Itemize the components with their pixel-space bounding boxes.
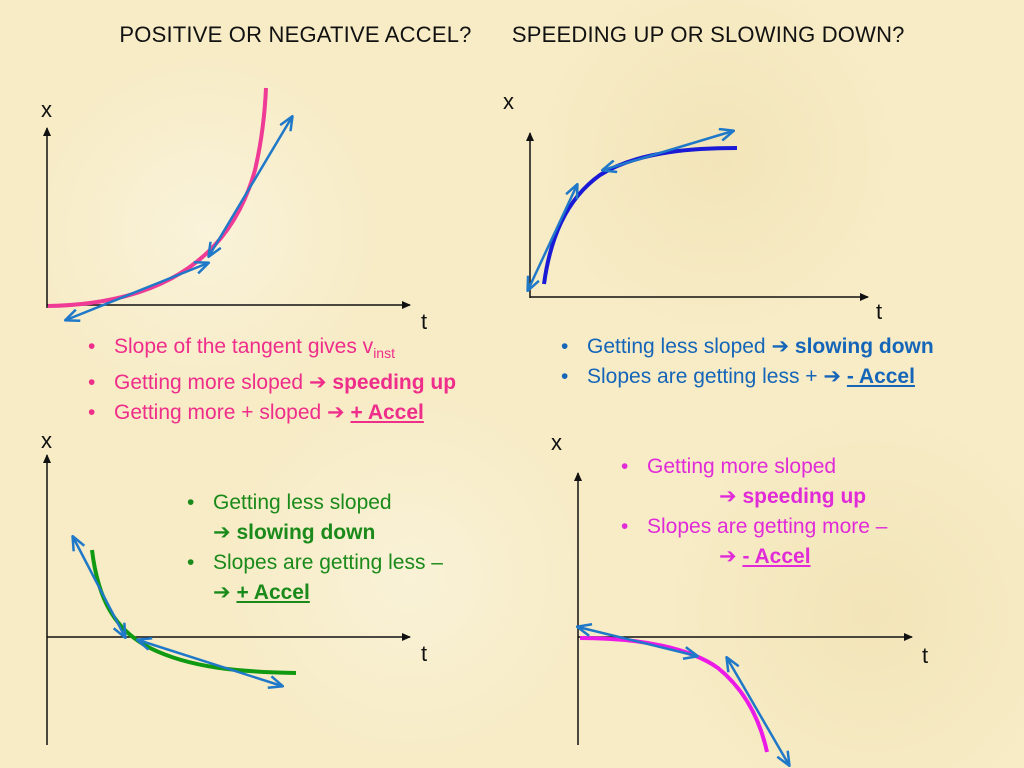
t-label-bottom-right: t <box>922 643 929 668</box>
t-label-top-right: t <box>876 299 883 324</box>
title-left: POSITIVE OR NEGATIVE ACCEL? <box>119 22 472 47</box>
note-item: Getting more sloped ➔ speeding up <box>80 368 510 398</box>
arrow-icon: ➔ <box>213 581 231 604</box>
arrow-icon: ➔ <box>719 485 737 508</box>
curve-bottom-right <box>579 636 769 753</box>
arrow-icon: ➔ <box>213 521 231 544</box>
note-item: Getting less sloped➔ slowing down <box>179 488 509 548</box>
note-item: Getting more sloped➔ speeding up <box>613 452 993 512</box>
tangent-top-right-1 <box>528 185 577 290</box>
tangent-top-right-2 <box>603 131 733 170</box>
graph-top-right <box>526 131 869 301</box>
note-item: Slopes are getting less + ➔ - Accel <box>553 362 1023 392</box>
arrow-icon: ➔ <box>771 335 790 358</box>
x-label-top-right: x <box>503 89 514 114</box>
note-item: Slopes are getting less –➔ + Accel <box>179 548 509 608</box>
arrow-icon: ➔ <box>719 545 737 568</box>
tangent-top-left-1 <box>66 263 208 320</box>
graph-bottom-left <box>43 454 411 745</box>
tangent-bottom-right-1 <box>578 627 697 656</box>
arrow-icon: ➔ <box>327 401 345 425</box>
curve-top-right <box>542 146 738 285</box>
notes-top-right: Getting less sloped ➔ slowing down Slope… <box>553 332 1023 392</box>
x-label-bottom-left: x <box>41 428 52 453</box>
note-item: Slopes are getting more –➔ - Accel <box>613 512 993 572</box>
arrow-icon: ➔ <box>308 371 327 395</box>
tangent-top-left-2 <box>209 117 292 256</box>
note-item: Getting more + sloped ➔ + Accel <box>80 398 510 428</box>
graph-top-left <box>43 87 411 320</box>
tangent-bottom-left-2 <box>138 640 282 686</box>
notes-bottom-right: Getting more sloped➔ speeding up Slopes … <box>613 452 993 572</box>
t-label-bottom-left: t <box>421 641 428 666</box>
title-right: SPEEDING UP OR SLOWING DOWN? <box>511 22 905 47</box>
t-label-top-left: t <box>421 309 428 334</box>
tangent-bottom-left-1 <box>73 537 125 637</box>
arrow-icon: ➔ <box>823 365 842 388</box>
notes-top-left: Slope of the tangent gives vinst Getting… <box>80 332 510 428</box>
x-label-bottom-right: x <box>551 430 562 455</box>
curve-top-left <box>47 87 268 308</box>
x-label-top-left: x <box>41 97 52 122</box>
graph-bottom-right <box>574 472 913 765</box>
note-item: Slope of the tangent gives vinst <box>80 332 510 368</box>
tangent-bottom-right-2 <box>727 658 789 765</box>
note-item: Getting less sloped ➔ slowing down <box>553 332 1023 362</box>
notes-bottom-left: Getting less sloped➔ slowing down Slopes… <box>179 488 509 608</box>
slide-title: POSITIVE OR NEGATIVE ACCEL? SPEEDING UP … <box>0 22 1024 48</box>
